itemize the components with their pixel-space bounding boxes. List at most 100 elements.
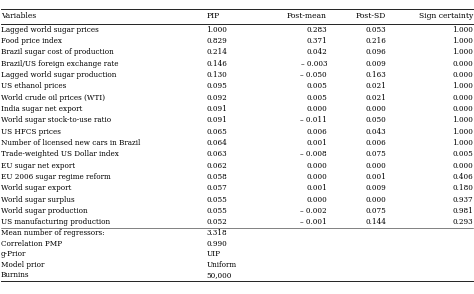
Text: Uniform: Uniform xyxy=(206,261,237,269)
Text: 0.144: 0.144 xyxy=(365,218,386,226)
Text: 0.021: 0.021 xyxy=(365,94,386,102)
Text: PIP: PIP xyxy=(206,12,219,21)
Text: Lagged world sugar prices: Lagged world sugar prices xyxy=(1,26,99,34)
Text: Model prior: Model prior xyxy=(1,261,45,269)
Text: World sugar production: World sugar production xyxy=(1,207,88,215)
Text: 0.043: 0.043 xyxy=(365,128,386,136)
Text: 0.163: 0.163 xyxy=(365,71,386,79)
Text: 0.990: 0.990 xyxy=(206,240,227,248)
Text: 0.091: 0.091 xyxy=(206,116,227,124)
Text: 0.000: 0.000 xyxy=(365,196,386,203)
Text: 0.042: 0.042 xyxy=(306,49,327,56)
Text: Post-SD: Post-SD xyxy=(356,12,386,21)
Text: EU sugar net export: EU sugar net export xyxy=(1,162,75,170)
Text: World sugar surplus: World sugar surplus xyxy=(1,196,74,203)
Text: 0.001: 0.001 xyxy=(365,173,386,181)
Text: 0.055: 0.055 xyxy=(206,207,227,215)
Text: 3.318: 3.318 xyxy=(206,229,227,237)
Text: 0.000: 0.000 xyxy=(306,173,327,181)
Text: 0.000: 0.000 xyxy=(365,105,386,113)
Text: 0.146: 0.146 xyxy=(206,60,227,68)
Text: 0.009: 0.009 xyxy=(365,184,386,192)
Text: 0.006: 0.006 xyxy=(306,128,327,136)
Text: 50,000: 50,000 xyxy=(206,271,232,280)
Text: 1.000: 1.000 xyxy=(452,26,473,34)
Text: 0.095: 0.095 xyxy=(206,82,227,90)
Text: 0.064: 0.064 xyxy=(206,139,227,147)
Text: g-Prior: g-Prior xyxy=(1,250,27,258)
Text: 1.000: 1.000 xyxy=(452,116,473,124)
Text: 0.062: 0.062 xyxy=(206,162,227,170)
Text: 0.058: 0.058 xyxy=(206,173,227,181)
Text: – 0.011: – 0.011 xyxy=(300,116,327,124)
Text: 1.000: 1.000 xyxy=(452,49,473,56)
Text: 0.055: 0.055 xyxy=(206,196,227,203)
Text: 0.075: 0.075 xyxy=(365,150,386,158)
Text: 1.000: 1.000 xyxy=(452,128,473,136)
Text: 0.371: 0.371 xyxy=(306,37,327,45)
Text: 0.009: 0.009 xyxy=(365,60,386,68)
Text: 1.000: 1.000 xyxy=(452,82,473,90)
Text: 1.000: 1.000 xyxy=(206,26,227,34)
Text: 0.283: 0.283 xyxy=(306,26,327,34)
Text: 0.000: 0.000 xyxy=(306,196,327,203)
Text: 0.000: 0.000 xyxy=(452,71,473,79)
Text: World sugar stock-to-use ratio: World sugar stock-to-use ratio xyxy=(1,116,111,124)
Text: 0.000: 0.000 xyxy=(365,162,386,170)
Text: 1.000: 1.000 xyxy=(452,37,473,45)
Text: 0.000: 0.000 xyxy=(306,162,327,170)
Text: 0.000: 0.000 xyxy=(306,105,327,113)
Text: 0.130: 0.130 xyxy=(206,71,227,79)
Text: 0.000: 0.000 xyxy=(452,162,473,170)
Text: Trade-weighted US Dollar index: Trade-weighted US Dollar index xyxy=(1,150,119,158)
Text: India sugar net export: India sugar net export xyxy=(1,105,82,113)
Text: World sugar export: World sugar export xyxy=(1,184,71,192)
Text: 0.000: 0.000 xyxy=(452,105,473,113)
Text: Food price index: Food price index xyxy=(1,37,62,45)
Text: EU 2006 sugar regime reform: EU 2006 sugar regime reform xyxy=(1,173,111,181)
Text: – 0.001: – 0.001 xyxy=(301,218,327,226)
Text: 0.091: 0.091 xyxy=(206,105,227,113)
Text: UIP: UIP xyxy=(206,250,220,258)
Text: 0.001: 0.001 xyxy=(306,139,327,147)
Text: 0.180: 0.180 xyxy=(452,184,473,192)
Text: 0.057: 0.057 xyxy=(206,184,227,192)
Text: 0.216: 0.216 xyxy=(365,37,386,45)
Text: 1.000: 1.000 xyxy=(452,139,473,147)
Text: Correlation PMP: Correlation PMP xyxy=(1,240,62,248)
Text: US ethanol prices: US ethanol prices xyxy=(1,82,66,90)
Text: Burnins: Burnins xyxy=(1,271,29,280)
Text: 0.092: 0.092 xyxy=(206,94,227,102)
Text: Brazil/US foreign exchange rate: Brazil/US foreign exchange rate xyxy=(1,60,118,68)
Text: US manufacturing production: US manufacturing production xyxy=(1,218,110,226)
Text: – 0.002: – 0.002 xyxy=(301,207,327,215)
Text: 0.005: 0.005 xyxy=(306,82,327,90)
Text: 0.406: 0.406 xyxy=(452,173,473,181)
Text: 0.006: 0.006 xyxy=(365,139,386,147)
Text: 0.293: 0.293 xyxy=(452,218,473,226)
Text: 0.829: 0.829 xyxy=(206,37,227,45)
Text: Mean number of regressors:: Mean number of regressors: xyxy=(1,229,105,237)
Text: 0.005: 0.005 xyxy=(306,94,327,102)
Text: World crude oil prices (WTI): World crude oil prices (WTI) xyxy=(1,94,105,102)
Text: Post-mean: Post-mean xyxy=(287,12,327,21)
Text: Number of licensed new cars in Brazil: Number of licensed new cars in Brazil xyxy=(1,139,140,147)
Text: 0.021: 0.021 xyxy=(365,82,386,90)
Text: 0.981: 0.981 xyxy=(452,207,473,215)
Text: 0.214: 0.214 xyxy=(206,49,227,56)
Text: 0.053: 0.053 xyxy=(365,26,386,34)
Text: 0.000: 0.000 xyxy=(452,94,473,102)
Text: 0.065: 0.065 xyxy=(206,128,227,136)
Text: 0.005: 0.005 xyxy=(452,150,473,158)
Text: 0.052: 0.052 xyxy=(206,218,227,226)
Text: 0.075: 0.075 xyxy=(365,207,386,215)
Text: Sign certainty: Sign certainty xyxy=(419,12,473,21)
Text: – 0.008: – 0.008 xyxy=(301,150,327,158)
Text: Variables: Variables xyxy=(1,12,36,21)
Text: – 0.050: – 0.050 xyxy=(301,71,327,79)
Text: 0.050: 0.050 xyxy=(365,116,386,124)
Text: 0.000: 0.000 xyxy=(452,60,473,68)
Text: 0.001: 0.001 xyxy=(306,184,327,192)
Text: 0.096: 0.096 xyxy=(365,49,386,56)
Text: US HFCS prices: US HFCS prices xyxy=(1,128,61,136)
